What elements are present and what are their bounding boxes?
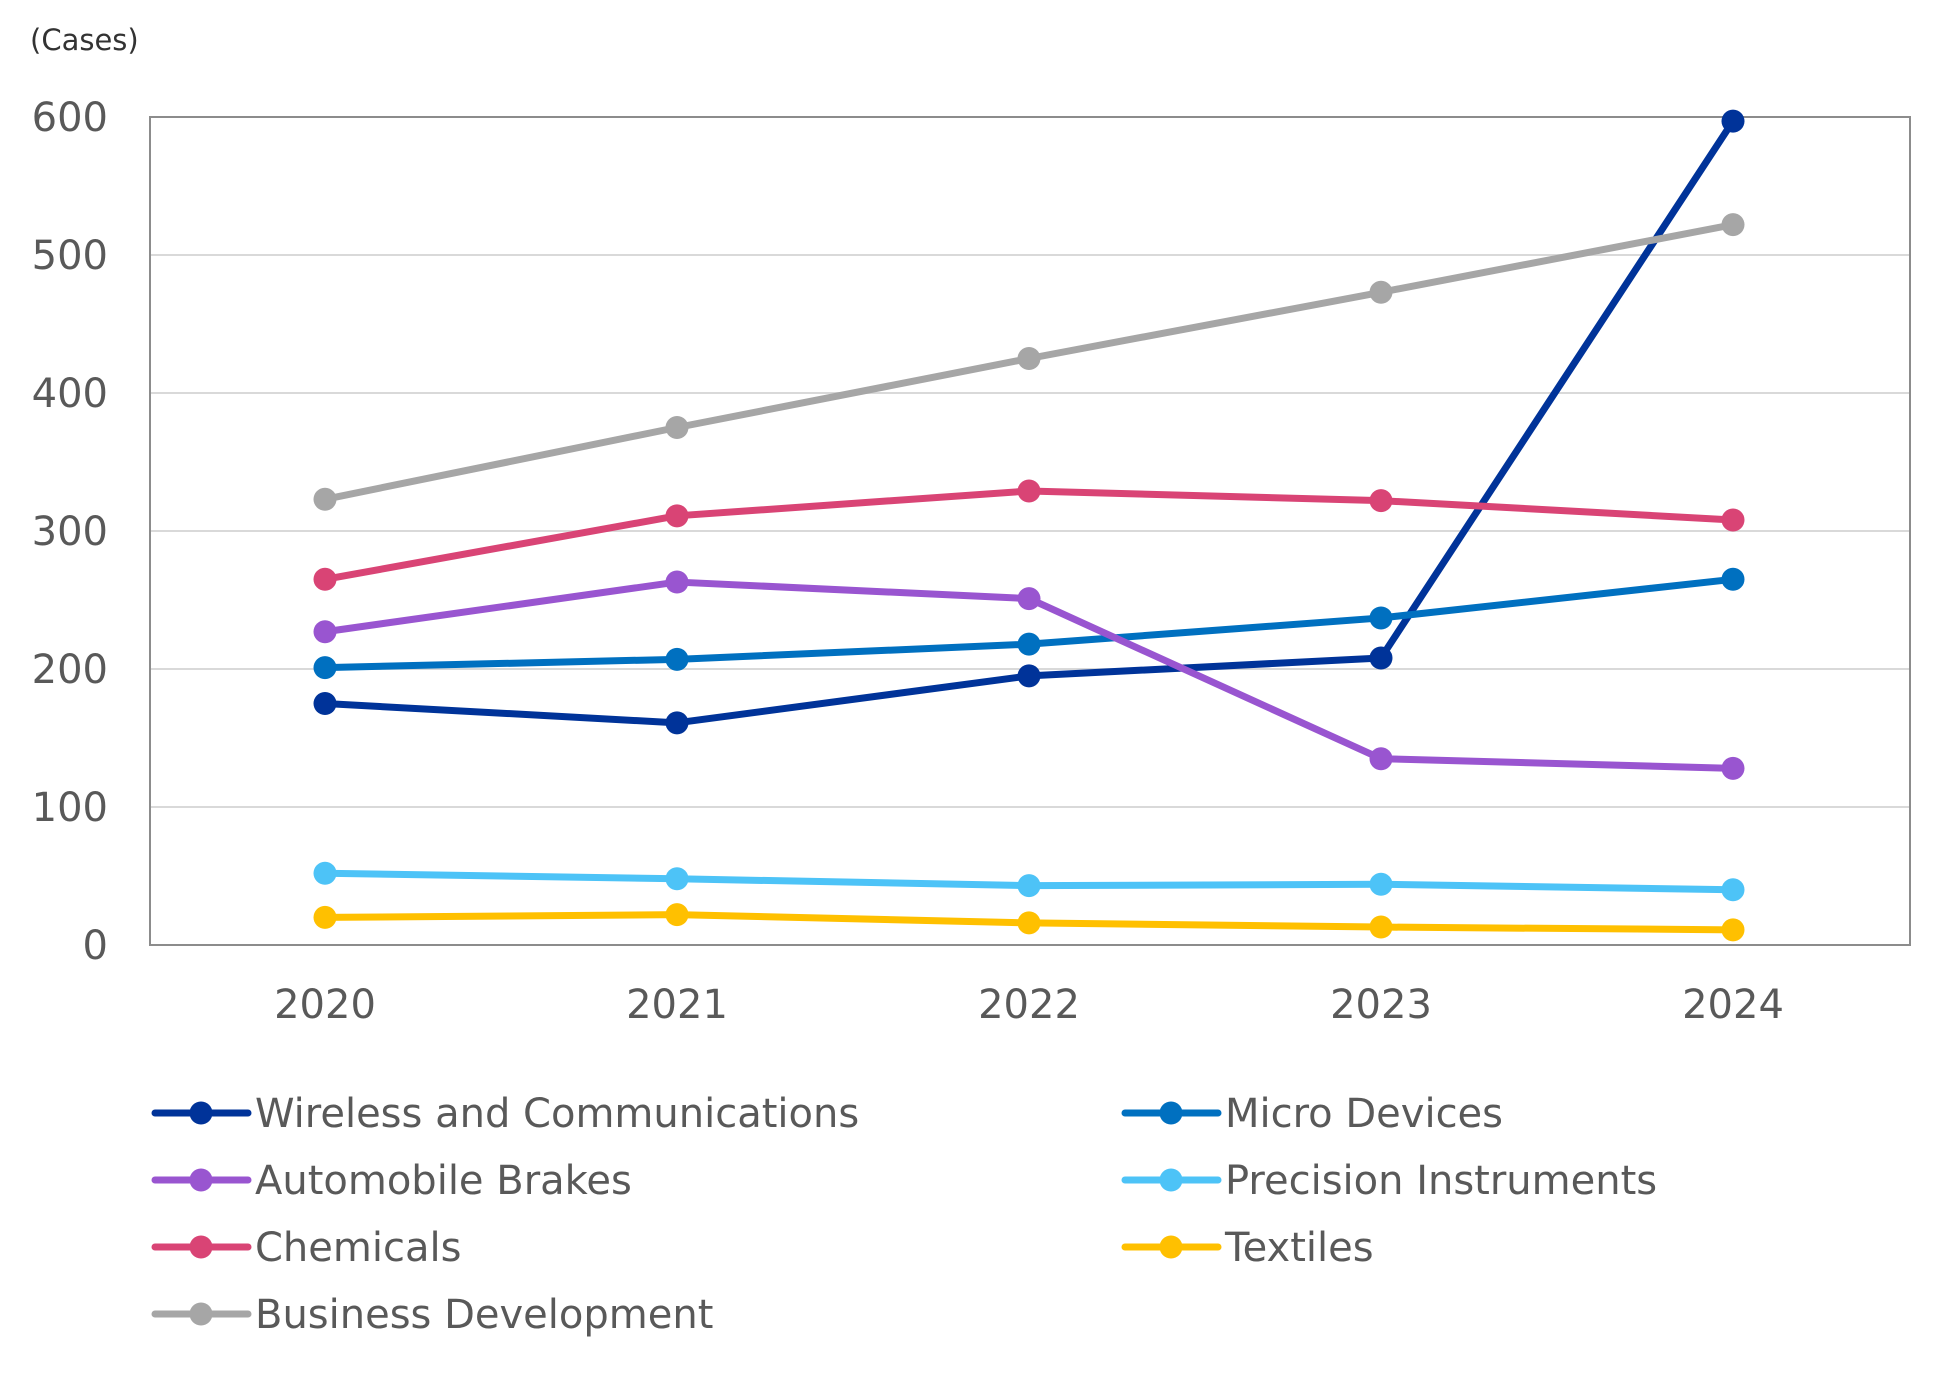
x-tick-label: 2020 [274, 982, 376, 1028]
legend-label: Chemicals [255, 1225, 461, 1271]
y-tick-label: 400 [32, 371, 108, 417]
legend-marker [189, 1235, 213, 1259]
y-tick-label: 600 [32, 95, 108, 141]
legend-label: Precision Instruments [1225, 1158, 1657, 1204]
data-point [1017, 874, 1041, 898]
series-4 [313, 479, 1745, 591]
data-point [665, 711, 689, 735]
y-tick-label: 200 [32, 647, 108, 693]
series-1 [313, 567, 1745, 680]
legend-label: Textiles [1224, 1225, 1374, 1271]
data-point [1369, 872, 1393, 896]
data-point [665, 570, 689, 594]
series-lines [313, 109, 1745, 942]
data-point [313, 905, 337, 929]
data-point [1721, 918, 1745, 942]
series-0 [313, 109, 1745, 735]
legend-label: Business Development [255, 1292, 713, 1338]
x-axis-ticks: 2020 2021 2022 2023 2024 [274, 982, 1784, 1028]
x-tick-label: 2023 [1330, 982, 1432, 1028]
data-point [1369, 646, 1393, 670]
legend-item: Automobile Brakes [151, 1158, 632, 1204]
data-point [665, 504, 689, 528]
legend-item: Textiles [1121, 1225, 1374, 1271]
data-point [313, 692, 337, 715]
data-point [1017, 911, 1041, 935]
legend-marker [189, 1168, 213, 1192]
data-point [1721, 508, 1745, 532]
data-point [1017, 664, 1041, 688]
data-point [313, 620, 337, 644]
x-tick-label: 2024 [1682, 982, 1784, 1028]
legend-label: Wireless and Communications [255, 1091, 859, 1137]
legend-item: Chemicals [151, 1225, 461, 1271]
data-point [1369, 280, 1393, 304]
series-line [321, 487, 1737, 583]
data-point [1721, 213, 1745, 237]
data-point [1721, 878, 1745, 902]
data-point [1369, 606, 1393, 630]
y-axis-ticks: 0 100 200 300 400 500 600 [32, 95, 108, 969]
legend: Wireless and Communications Micro Devices… [151, 1091, 1657, 1338]
data-point [313, 656, 337, 680]
y-tick-label: 100 [32, 785, 108, 831]
y-axis-unit-label: (Cases) [30, 23, 139, 57]
data-point [665, 903, 689, 927]
data-point [1721, 567, 1745, 591]
plot-frame [149, 116, 1911, 946]
legend-item: Micro Devices [1121, 1091, 1503, 1137]
data-point [1721, 756, 1745, 780]
data-point [313, 487, 337, 511]
data-point [313, 861, 337, 885]
data-point [313, 567, 337, 591]
series-5 [313, 903, 1745, 942]
y-tick-label: 0 [83, 923, 108, 969]
y-tick-label: 300 [32, 509, 108, 555]
legend-marker [1159, 1235, 1183, 1259]
y-tick-label: 500 [32, 233, 108, 279]
series-2 [313, 570, 1745, 780]
data-point [1017, 587, 1041, 611]
legend-marker [189, 1101, 213, 1125]
legend-label: Micro Devices [1225, 1091, 1503, 1137]
x-tick-label: 2022 [978, 982, 1080, 1028]
legend-label: Automobile Brakes [255, 1158, 632, 1204]
data-point [665, 647, 689, 671]
series-line [321, 117, 1737, 727]
data-point [1369, 915, 1393, 939]
series-6 [313, 213, 1745, 511]
data-point [1017, 347, 1041, 370]
data-point [1721, 109, 1745, 133]
legend-marker [1159, 1101, 1183, 1125]
legend-item: Business Development [151, 1292, 713, 1338]
data-point [1369, 489, 1393, 513]
series-3 [313, 861, 1745, 902]
data-point [665, 867, 689, 891]
data-point [665, 416, 689, 439]
data-point [1369, 747, 1393, 771]
legend-item: Wireless and Communications [151, 1091, 859, 1137]
data-point [1017, 632, 1041, 656]
legend-marker [1159, 1168, 1183, 1192]
gridlines [150, 254, 1910, 808]
legend-marker [189, 1302, 213, 1326]
x-tick-label: 2021 [626, 982, 728, 1028]
data-point [1017, 479, 1041, 503]
legend-item: Precision Instruments [1121, 1158, 1657, 1204]
